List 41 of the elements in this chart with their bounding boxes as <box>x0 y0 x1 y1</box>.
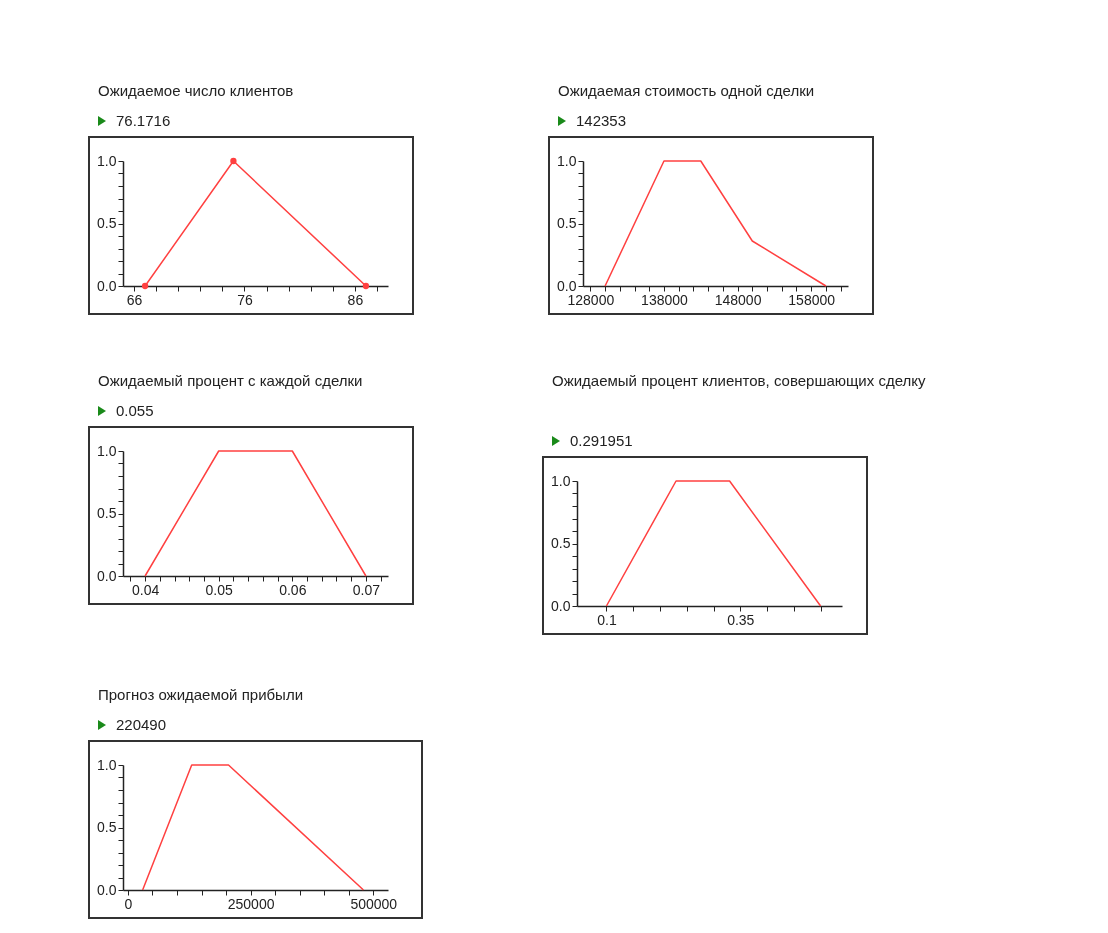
x-tick-label: 0.1 <box>597 611 617 628</box>
chart-title: Ожидаемое число клиентов <box>97 81 295 101</box>
y-tick-label: 1.0 <box>97 152 117 169</box>
chart-title: Ожидаемый процент клиентов, совершающих сделку <box>551 371 926 391</box>
x-tick-label: 0.35 <box>727 611 755 628</box>
y-tick-label: 1.0 <box>97 442 117 459</box>
y-tick-label: 1.0 <box>557 152 577 169</box>
y-tick-label: 0.5 <box>97 215 117 231</box>
y-tick-label: 0.5 <box>557 215 577 231</box>
y-tick-label: 1.0 <box>97 756 117 773</box>
x-tick-label: 0.05 <box>205 581 234 598</box>
x-tick-label: 250000 <box>227 895 275 912</box>
chart-subtitle: 142353 <box>576 112 627 129</box>
x-tick-label: 0 <box>124 895 133 912</box>
chart-subtitle: 76.1716 <box>116 112 171 129</box>
chart-subtitle: 220490 <box>116 716 167 733</box>
y-tick-label: 0.0 <box>557 277 577 294</box>
y-tick-label: 0.0 <box>97 277 117 294</box>
x-tick-label: 86 <box>347 291 364 308</box>
x-tick-label: 66 <box>126 291 143 308</box>
x-tick-label: 0.04 <box>131 581 160 598</box>
y-tick-label: 0.0 <box>97 567 117 584</box>
x-tick-label: 128000 <box>567 291 615 308</box>
y-tick-label: 1.0 <box>551 472 571 489</box>
chart-title: Ожидаемая стоимость одной сделки <box>557 81 816 101</box>
chart-title: Прогноз ожидаемой прибыли <box>97 685 304 705</box>
x-tick-label: 500000 <box>350 895 398 912</box>
y-tick-label: 0.0 <box>97 881 117 898</box>
x-tick-label: 0.06 <box>279 581 307 598</box>
x-tick-label: 76 <box>237 291 253 308</box>
x-tick-label: 0.07 <box>352 581 381 598</box>
chart-subtitle: 0.055 <box>116 402 154 419</box>
x-tick-label: 148000 <box>714 291 762 308</box>
y-tick-label: 0.5 <box>97 505 117 521</box>
y-tick-label: 0.5 <box>97 819 117 835</box>
x-tick-label: 138000 <box>641 291 689 308</box>
chart-title: Ожидаемый процент с каждой сделки <box>97 371 364 391</box>
y-tick-label: 0.5 <box>551 535 571 551</box>
x-tick-label: 158000 <box>788 291 836 308</box>
y-tick-label: 0.0 <box>551 597 571 614</box>
chart-subtitle: 0.291951 <box>570 432 633 449</box>
